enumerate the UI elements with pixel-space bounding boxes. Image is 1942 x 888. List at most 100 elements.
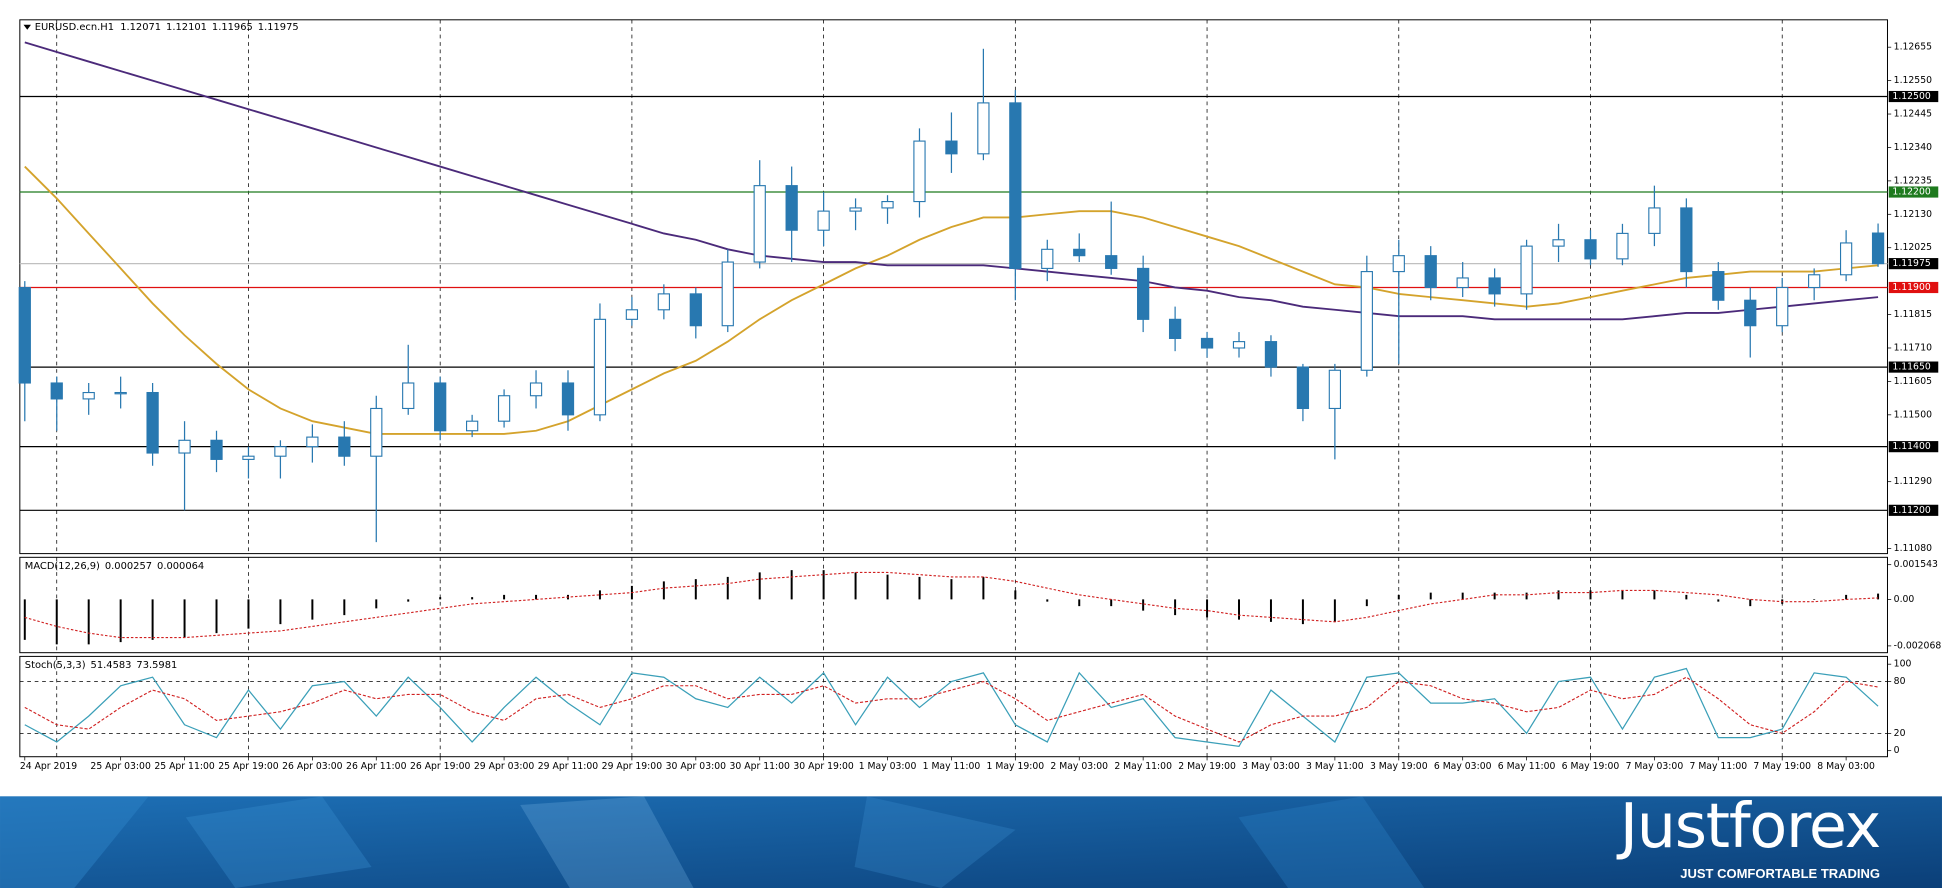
macd-bar (503, 594, 506, 600)
x-tick-label: 6 May 19:00 (1562, 761, 1620, 772)
candle-body (1871, 232, 1885, 265)
candle-body (402, 382, 415, 410)
level-label: 1.11400 (1892, 441, 1930, 452)
macd-bar (918, 576, 921, 600)
moving-average (24, 41, 1879, 321)
level-label: 1.11200 (1892, 505, 1930, 516)
macd-bar (1461, 592, 1464, 600)
y-tick-label: 0.00 (1894, 594, 1915, 605)
y-tick-label: -0.002068 (1894, 640, 1942, 651)
macd-bar (822, 570, 825, 600)
level-label: 1.12500 (1892, 91, 1930, 102)
x-tick-label: 24 Apr 2019 (20, 761, 77, 772)
stoch-header: Stoch(5,3,3) 51.4583 73.5981 (25, 660, 178, 671)
candle-body (1232, 341, 1246, 349)
x-tick-label: 7 May 11:00 (1689, 761, 1747, 772)
candle-body (529, 382, 543, 397)
macd-bar (790, 570, 793, 600)
footer-banner: Justforex JUST COMFORTABLE TRADING (0, 790, 1942, 888)
macd-bar (1493, 592, 1496, 600)
y-tick-label: 1.12550 (1894, 75, 1932, 86)
candle-body (370, 407, 383, 457)
macd-bar (1333, 599, 1336, 622)
candle-body (306, 436, 319, 448)
macd-bar (758, 572, 761, 600)
macd-bar (247, 599, 250, 629)
level-tag (1888, 281, 1939, 294)
ohlc-high: 1.12101 (166, 22, 207, 33)
y-tick-label: 100 (1894, 659, 1912, 670)
candle-body (18, 286, 31, 384)
banner-background (0, 796, 1942, 888)
candle-body (1328, 369, 1342, 410)
banner-shape (0, 796, 149, 888)
macd-bar (1238, 599, 1241, 620)
macd-bar (119, 599, 122, 643)
candle-body (1264, 341, 1278, 368)
macd-bar (1269, 599, 1272, 622)
x-tick-label: 26 Apr 19:00 (410, 761, 471, 772)
stoch-signal (24, 676, 1879, 743)
candle-body (82, 391, 95, 400)
candle-body (146, 391, 159, 454)
candle-body (338, 436, 351, 457)
x-tick-label: 25 Apr 11:00 (154, 761, 215, 772)
y-tick-label: 1.12025 (1894, 242, 1932, 253)
candle-body (881, 201, 894, 209)
macd-bar (1078, 599, 1081, 607)
macd-bar (1174, 599, 1177, 616)
macd-bar (598, 590, 601, 600)
moving-average (24, 165, 1879, 435)
x-tick-label: 30 Apr 03:00 (666, 761, 727, 772)
macd-bar (23, 599, 26, 640)
candle-body (1041, 248, 1054, 269)
y-tick-label: 0 (1894, 745, 1900, 756)
stoch-main-value: 51.4583 (91, 660, 132, 671)
candle-body (977, 102, 990, 155)
banner-shape (185, 796, 372, 888)
macd-bar (311, 599, 314, 620)
macd-header: MACD(12,26,9) 0.000257 0.000064 (25, 561, 204, 572)
x-tick-label: 7 May 19:00 (1753, 761, 1811, 772)
macd-bar (1621, 590, 1624, 600)
candle-body (210, 439, 223, 460)
candle-body (178, 439, 191, 454)
y-tick-label: 1.12655 (1894, 42, 1932, 53)
ohlc-open: 1.12071 (120, 22, 161, 33)
candle-body (497, 395, 511, 422)
x-tick-label: 3 May 11:00 (1306, 761, 1364, 772)
candle-body (1584, 239, 1597, 260)
level-label: 1.11900 (1892, 282, 1930, 293)
candle-body (434, 382, 447, 432)
macd-bar (343, 599, 346, 616)
candle-body (1616, 232, 1629, 260)
candle-body (753, 185, 766, 263)
candle-body (689, 293, 702, 327)
ohlc-close: 1.11975 (258, 22, 299, 33)
candle-body (1009, 102, 1022, 269)
x-tick-label: 6 May 03:00 (1434, 761, 1492, 772)
candle-body (1073, 248, 1086, 257)
y-tick-label: 1.12445 (1894, 109, 1932, 120)
y-tick-label: 1.11815 (1894, 309, 1932, 320)
macd-bar (1845, 594, 1848, 600)
candle-body (1776, 286, 1789, 327)
candle-body (1392, 255, 1405, 273)
macd-bar (151, 599, 154, 640)
x-tick-label: 2 May 19:00 (1178, 761, 1236, 772)
macd-title: MACD(12,26,9) (25, 561, 100, 572)
level-tag (1888, 441, 1939, 453)
candle-body (466, 420, 479, 432)
banner-shape (520, 796, 694, 888)
macd-pane (19, 556, 1888, 654)
macd-bar (1397, 594, 1400, 600)
y-tick-label: 1.11290 (1894, 476, 1932, 487)
marks-layer (18, 41, 1888, 747)
y-tick-label: 1.12130 (1894, 209, 1932, 220)
macd-bar (1717, 599, 1720, 602)
macd-value: 0.000257 (105, 561, 152, 572)
candle-body (274, 446, 287, 457)
current-price-label: 1.11975 (1892, 258, 1930, 269)
x-tick-label: 25 Apr 19:00 (218, 761, 279, 772)
